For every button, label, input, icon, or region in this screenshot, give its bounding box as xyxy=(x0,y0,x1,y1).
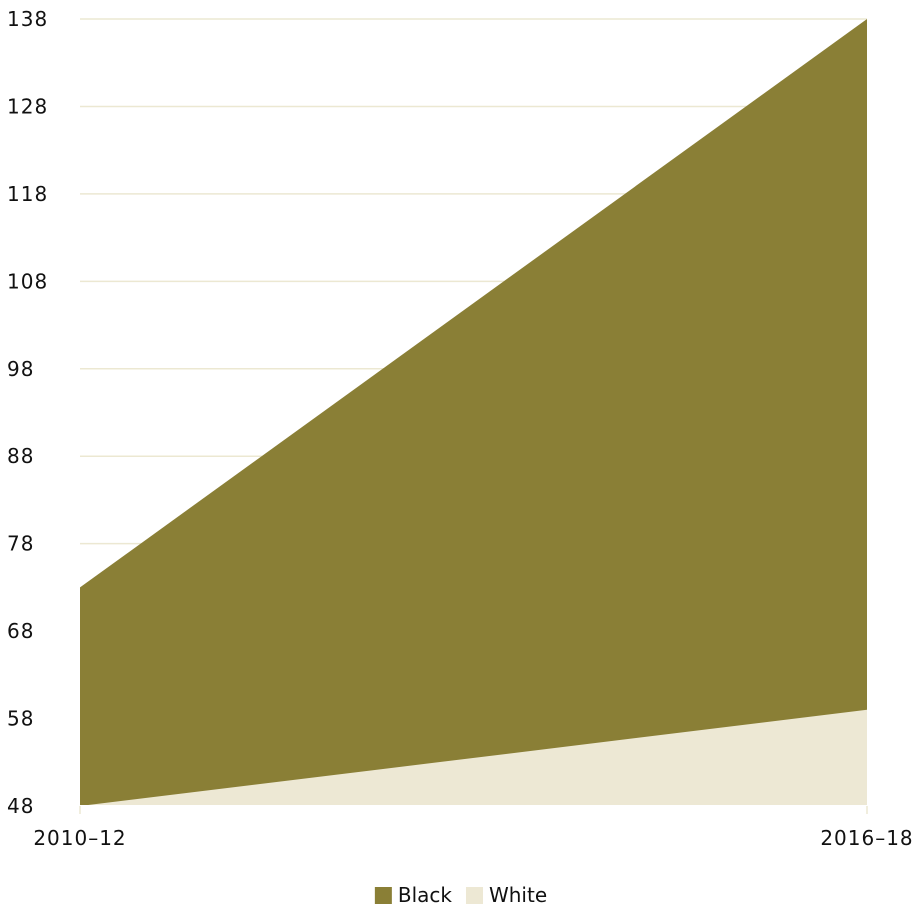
legend-label-black: Black xyxy=(398,883,453,907)
y-tick-label: 88 xyxy=(7,444,34,468)
y-tick-label: 68 xyxy=(7,619,34,643)
y-tick-label: 48 xyxy=(7,794,34,818)
areas xyxy=(80,19,867,806)
legend-swatch-white xyxy=(465,887,483,904)
legend: Black White xyxy=(374,883,547,907)
legend-item-black: Black xyxy=(374,883,453,907)
y-tick-label: 128 xyxy=(7,94,48,118)
x-tick-label: 2016–18 xyxy=(820,826,913,850)
legend-item-white: White xyxy=(465,883,547,907)
y-tick-label: 78 xyxy=(7,532,34,556)
legend-label-white: White xyxy=(489,883,547,907)
y-tick-label: 58 xyxy=(7,707,34,731)
axes: 48 58 68 78 88 98 108 118 128 138 2010–12 2016–18 xyxy=(7,7,913,850)
legend-swatch-black xyxy=(374,887,392,904)
area-black xyxy=(80,19,867,806)
y-tick-label: 118 xyxy=(7,182,48,206)
x-tick-label: 2010–12 xyxy=(33,826,126,850)
y-tick-label: 98 xyxy=(7,357,34,381)
y-tick-label: 108 xyxy=(7,269,48,293)
y-tick-label: 138 xyxy=(7,7,48,31)
area-white xyxy=(80,709,867,806)
